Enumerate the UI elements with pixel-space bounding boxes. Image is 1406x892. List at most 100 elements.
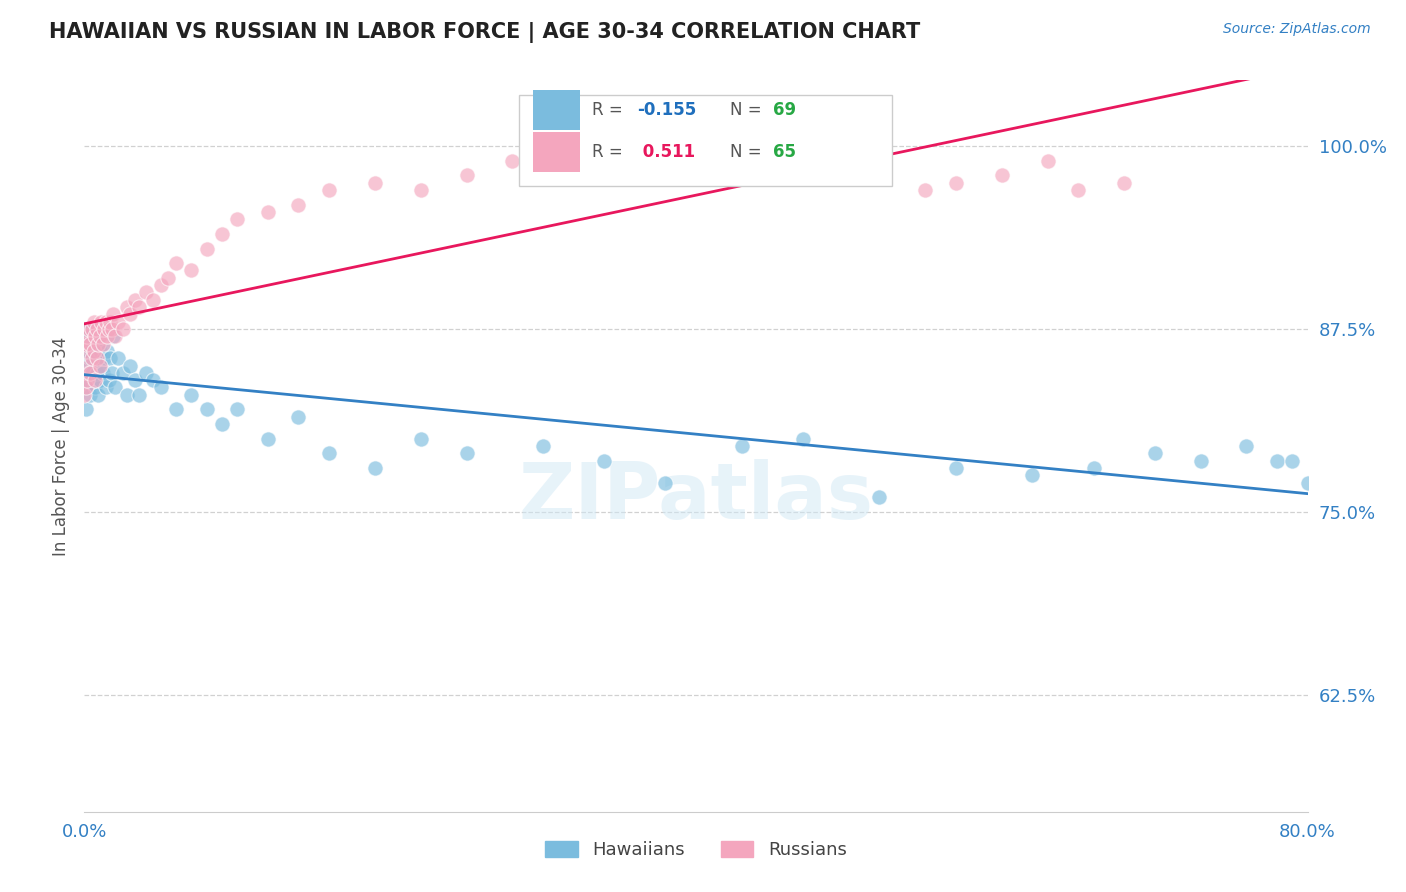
Point: [79, 366, 101, 380]
Point: [792, 432, 814, 446]
Point: [84, 373, 107, 387]
Point: [211, 417, 233, 431]
Point: [75, 380, 97, 394]
Point: [93, 322, 115, 336]
Text: R =: R =: [592, 101, 628, 119]
Point: [531, 439, 554, 453]
Point: [76, 329, 98, 343]
Point: [94, 315, 117, 329]
Point: [93, 351, 115, 366]
Point: [115, 300, 138, 314]
Point: [747, 146, 769, 161]
FancyBboxPatch shape: [533, 132, 579, 172]
Point: [103, 307, 125, 321]
Text: N =: N =: [730, 143, 768, 161]
Point: [120, 307, 142, 321]
Point: [364, 461, 387, 475]
Point: [142, 293, 165, 307]
Point: [142, 373, 165, 387]
Point: [75, 359, 97, 373]
Point: [94, 380, 117, 394]
Text: 65: 65: [773, 143, 796, 161]
Point: [128, 300, 150, 314]
Point: [90, 359, 112, 373]
Point: [111, 366, 134, 380]
Point: [73, 351, 96, 366]
Point: [562, 169, 585, 183]
Point: [257, 205, 280, 219]
Point: [115, 388, 138, 402]
Point: [157, 270, 180, 285]
Point: [89, 359, 111, 373]
Point: [1296, 475, 1319, 490]
Point: [1236, 439, 1258, 453]
Point: [90, 329, 112, 343]
Point: [135, 285, 157, 300]
Point: [83, 373, 105, 387]
Point: [89, 373, 111, 387]
Text: ZIPatlas: ZIPatlas: [519, 459, 873, 535]
Point: [195, 242, 218, 256]
Point: [1036, 153, 1059, 168]
Point: [79, 351, 101, 366]
Point: [86, 351, 108, 366]
FancyBboxPatch shape: [533, 90, 579, 130]
Point: [945, 461, 967, 475]
Point: [83, 315, 105, 329]
Point: [257, 432, 280, 446]
Point: [226, 402, 249, 417]
Point: [135, 366, 157, 380]
Point: [287, 197, 309, 211]
Point: [90, 315, 112, 329]
Text: Source: ZipAtlas.com: Source: ZipAtlas.com: [1223, 22, 1371, 37]
Point: [409, 432, 432, 446]
Point: [97, 322, 120, 336]
Point: [869, 490, 891, 504]
Point: [287, 409, 309, 424]
Point: [1143, 446, 1166, 460]
Point: [180, 263, 202, 277]
Point: [80, 351, 103, 366]
Point: [86, 351, 108, 366]
Text: R =: R =: [592, 143, 628, 161]
Point: [456, 446, 478, 460]
Point: [180, 388, 202, 402]
Point: [101, 322, 124, 336]
Point: [87, 336, 110, 351]
Point: [502, 153, 524, 168]
Point: [1083, 461, 1105, 475]
Point: [77, 329, 100, 343]
Point: [128, 388, 150, 402]
Point: [84, 329, 107, 343]
Point: [111, 322, 134, 336]
Point: [75, 402, 97, 417]
Point: [1265, 453, 1288, 467]
Point: [807, 139, 830, 153]
Point: [1189, 453, 1212, 467]
Point: [83, 343, 105, 358]
Point: [409, 183, 432, 197]
Point: [87, 388, 110, 402]
Point: [79, 388, 101, 402]
Point: [624, 153, 647, 168]
Point: [104, 380, 127, 394]
Point: [76, 380, 98, 394]
Point: [1114, 176, 1136, 190]
Point: [76, 343, 98, 358]
Point: [165, 402, 187, 417]
Point: [226, 212, 249, 227]
Point: [1281, 453, 1303, 467]
Point: [107, 351, 129, 366]
Point: [77, 322, 100, 336]
Point: [103, 329, 125, 343]
Point: [76, 373, 98, 387]
FancyBboxPatch shape: [519, 95, 891, 186]
Point: [73, 373, 96, 387]
Point: [87, 336, 110, 351]
Point: [165, 256, 187, 270]
Point: [124, 293, 146, 307]
Point: [195, 402, 218, 417]
Text: 0.511: 0.511: [637, 143, 696, 161]
Point: [318, 183, 340, 197]
Point: [96, 329, 118, 343]
